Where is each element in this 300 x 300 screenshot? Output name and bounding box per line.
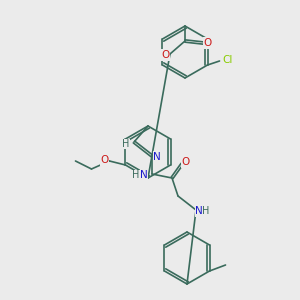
- Text: O: O: [204, 38, 212, 48]
- Text: O: O: [182, 157, 190, 167]
- Text: O: O: [100, 155, 109, 165]
- Text: H: H: [202, 206, 210, 216]
- Text: N: N: [195, 206, 203, 216]
- Text: H: H: [122, 139, 130, 149]
- Text: H: H: [132, 170, 140, 180]
- Text: O: O: [161, 50, 169, 60]
- Text: N: N: [153, 152, 161, 162]
- Text: Cl: Cl: [222, 55, 233, 65]
- Text: N: N: [140, 170, 148, 180]
